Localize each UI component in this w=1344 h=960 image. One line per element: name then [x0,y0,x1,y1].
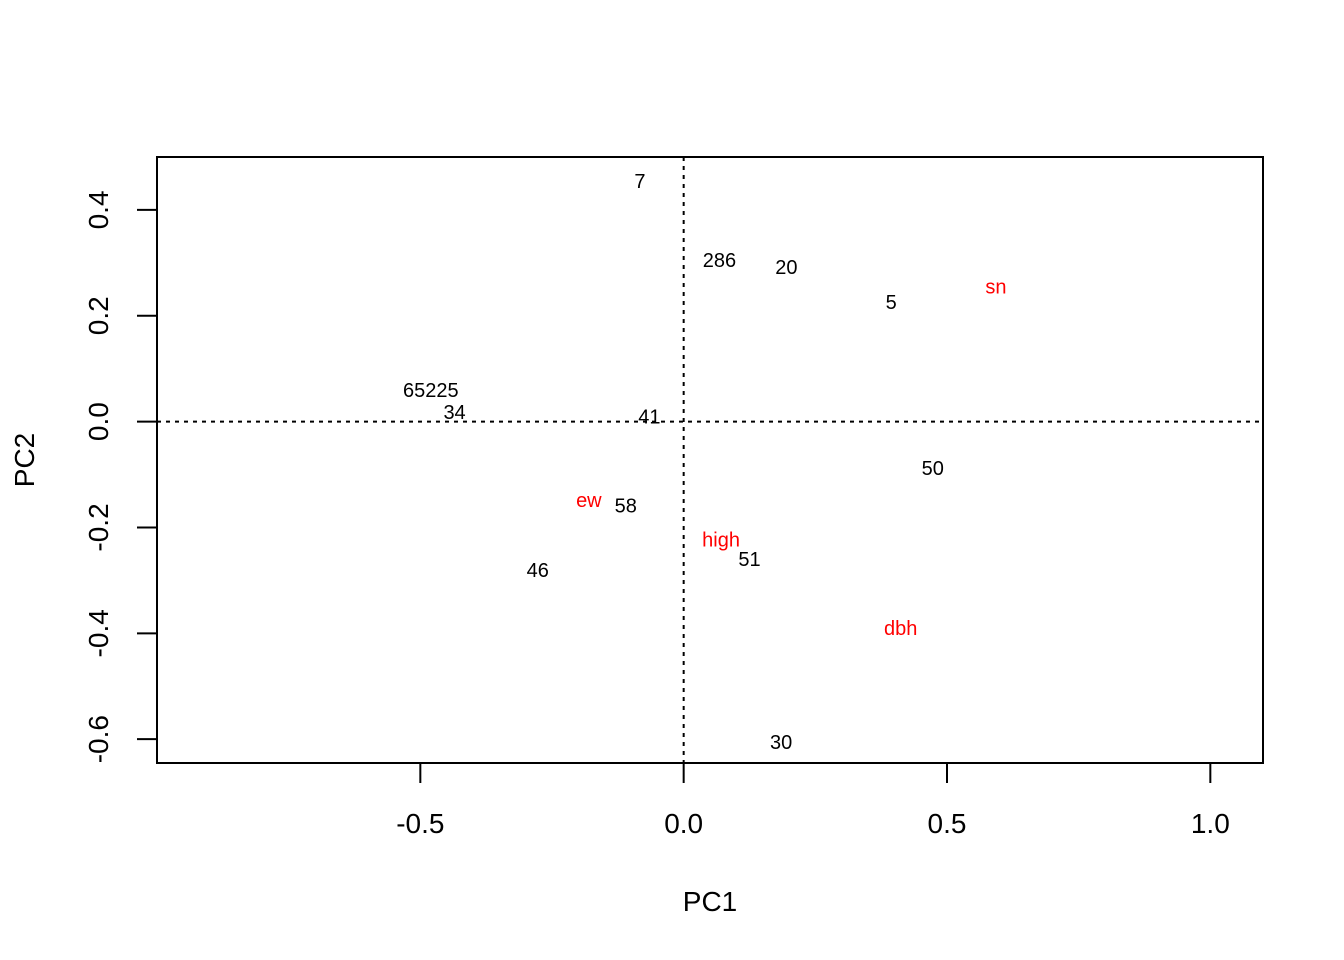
observation-label: 7 [634,171,645,193]
y-tick-label: -0.2 [83,503,114,551]
observation-label: 5 [886,292,897,314]
x-tick-label: 1.0 [1191,808,1230,839]
variable-label: ew [576,490,602,512]
observation-label: 65225 [403,380,459,402]
y-axis: -0.6 -0.4 -0.2 0.0 0.2 0.4 [83,190,158,763]
observation-label: 30 [770,732,792,754]
observation-label: 50 [922,458,944,480]
observation-label: 46 [527,560,549,582]
variable-label: sn [985,277,1006,299]
observation-label: 41 [638,406,660,428]
y-tick-label: -0.6 [83,715,114,763]
x-axis: -0.5 0.0 0.5 1.0 [396,762,1230,839]
observation-label: 20 [775,257,797,279]
x-tick-label: 0.0 [664,808,703,839]
variable-label: high [702,530,740,552]
observation-label: 58 [615,495,637,517]
observation-label: 51 [738,549,760,571]
y-tick-label: 0.2 [83,296,114,335]
observation-label: 34 [443,402,465,424]
observation-label: 286 [703,250,736,272]
y-tick-label: -0.4 [83,609,114,657]
y-tick-label: 0.0 [83,402,114,441]
y-tick-label: 0.4 [83,190,114,229]
x-axis-title: PC1 [683,886,737,917]
plot-frame [156,156,1264,764]
x-tick-label: -0.5 [396,808,444,839]
x-tick-label: 0.5 [928,808,967,839]
y-axis-title: PC2 [9,433,40,487]
variable-label: dbh [884,618,917,640]
